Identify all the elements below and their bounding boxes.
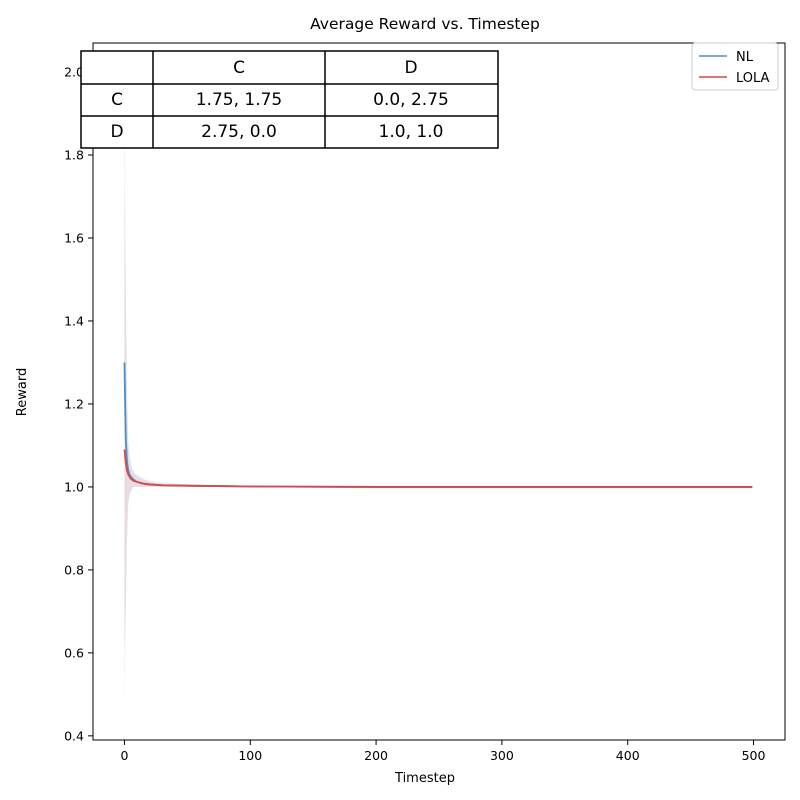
series-lines <box>123 362 753 488</box>
y-tick-label: 1.4 <box>64 313 84 328</box>
payoff-table-border <box>80 50 499 149</box>
x-tick-label: 400 <box>616 748 640 763</box>
table-row-label-c: C <box>111 90 123 110</box>
y-tick-label: 1.0 <box>64 479 84 494</box>
y-tick-label: 1.2 <box>64 396 84 411</box>
table-cell: 1.75, 1.75 <box>196 90 283 110</box>
plot-frame <box>92 42 786 741</box>
x-tick-label: 100 <box>238 748 262 763</box>
x-axis-ticks: 0 100 200 300 400 500 <box>120 740 766 763</box>
table-cell: 1.0, 1.0 <box>379 122 444 142</box>
table-header-c: C <box>233 58 245 78</box>
payoff-table: C D C 1.75, 1.75 0.0, 2.75 D 2.75, 0.0 1… <box>80 50 499 149</box>
x-tick-label: 0 <box>120 748 128 763</box>
y-tick-label: 0.8 <box>64 562 84 577</box>
legend-label-lola: LOLA <box>736 71 770 86</box>
table-cell: 2.75, 0.0 <box>201 122 277 142</box>
y-tick-label: 1.8 <box>64 148 84 163</box>
y-axis-label: Reward <box>15 368 30 416</box>
x-tick-label: 200 <box>364 748 388 763</box>
y-tick-label: 0.6 <box>64 645 84 660</box>
series-line-lola <box>123 449 753 488</box>
table-cell: 0.0, 2.75 <box>373 90 449 110</box>
legend-box <box>691 42 779 91</box>
y-tick-label: 1.6 <box>64 230 84 245</box>
y-axis-ticks: 0.4 0.6 0.8 1.0 1.2 1.4 1.6 1.8 2.0 <box>64 65 93 743</box>
legend-label-nl: NL <box>736 50 754 65</box>
y-tick-label: 2.0 <box>64 65 84 80</box>
x-tick-label: 300 <box>490 748 514 763</box>
x-axis-label: Timestep <box>394 771 455 786</box>
y-tick-label: 0.4 <box>64 728 84 743</box>
legend: NL LOLA <box>691 42 779 91</box>
x-tick-label: 500 <box>742 748 766 763</box>
table-row-label-d: D <box>110 122 123 142</box>
table-header-d: D <box>404 58 417 78</box>
chart-title: Average Reward vs. Timestep <box>310 15 540 33</box>
